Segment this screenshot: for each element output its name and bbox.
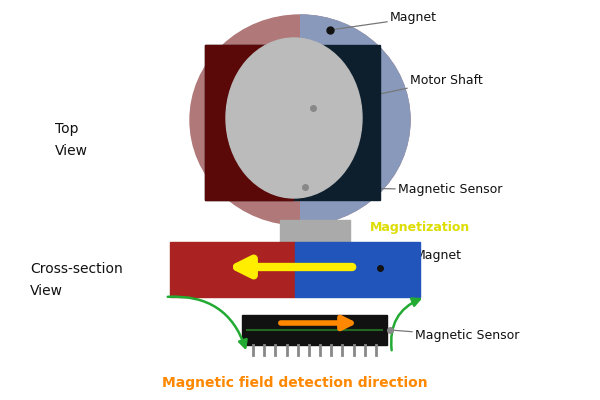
FancyArrowPatch shape bbox=[168, 297, 247, 348]
Bar bbox=[205, 45, 380, 200]
Bar bbox=[170, 242, 295, 297]
Text: Motor Shaft: Motor Shaft bbox=[313, 74, 483, 108]
Text: Magnet: Magnet bbox=[330, 12, 437, 30]
Ellipse shape bbox=[190, 15, 410, 225]
Text: Magnetic Sensor: Magnetic Sensor bbox=[305, 184, 502, 196]
Ellipse shape bbox=[190, 15, 410, 225]
Text: Magnet: Magnet bbox=[380, 248, 462, 268]
Ellipse shape bbox=[226, 38, 362, 198]
Bar bbox=[205, 45, 293, 200]
Bar bbox=[242, 315, 387, 345]
Text: Magnetic Sensor: Magnetic Sensor bbox=[390, 330, 520, 342]
Text: Magnetization: Magnetization bbox=[370, 222, 470, 234]
FancyArrowPatch shape bbox=[391, 298, 420, 350]
Bar bbox=[295, 242, 420, 297]
Bar bbox=[280, 220, 350, 245]
Text: Top
View: Top View bbox=[55, 122, 88, 158]
Text: Magnetic field detection direction: Magnetic field detection direction bbox=[162, 376, 428, 390]
Text: Cross-section
View: Cross-section View bbox=[30, 262, 123, 298]
